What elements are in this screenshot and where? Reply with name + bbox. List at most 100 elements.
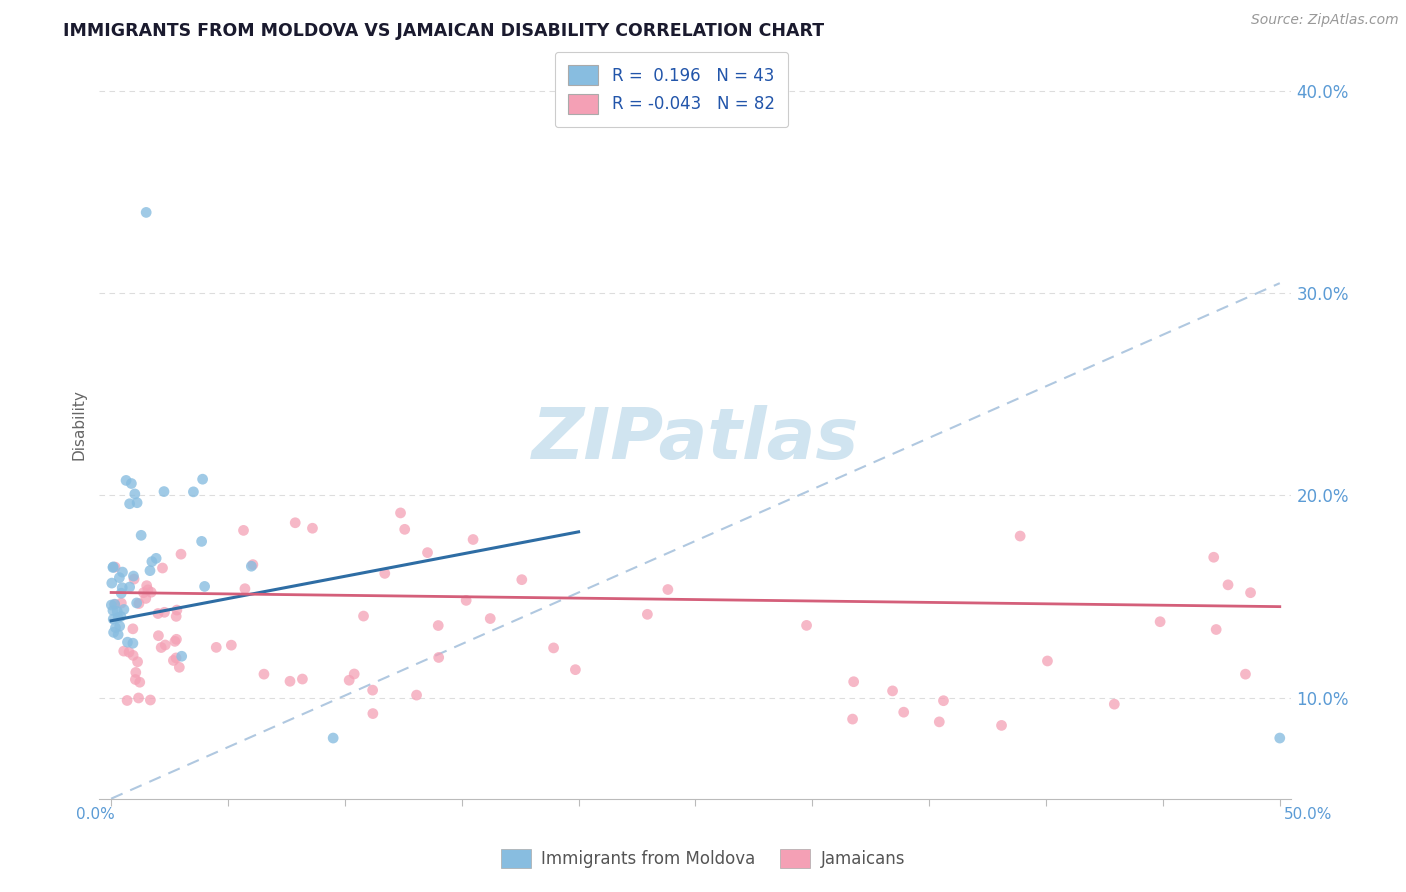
Point [636, 607, 658, 622]
Point [104, 560, 127, 574]
Point [1268, 731, 1291, 745]
Point [240, 559, 263, 574]
Point [103, 625, 125, 640]
Point [148, 629, 170, 643]
Point [128, 690, 150, 705]
Point [145, 551, 167, 566]
Point [361, 683, 384, 698]
Y-axis label: Disability: Disability [72, 389, 86, 460]
Point [135, 205, 157, 219]
Point [416, 546, 439, 560]
Point [103, 560, 125, 574]
Point [150, 640, 173, 655]
Point [112, 602, 135, 616]
Point [543, 640, 565, 655]
Text: ZIPatlas: ZIPatlas [531, 405, 859, 475]
Point [374, 566, 396, 581]
Point [166, 603, 188, 617]
Text: IMMIGRANTS FROM MOLDOVA VS JAMAICAN DISABILITY CORRELATION CHART: IMMIGRANTS FROM MOLDOVA VS JAMAICAN DISA… [63, 22, 824, 40]
Point [129, 528, 152, 542]
Point [141, 555, 163, 569]
Point [170, 547, 193, 561]
Point [796, 618, 818, 632]
Point [343, 667, 366, 681]
Point [128, 675, 150, 690]
Point [104, 597, 127, 611]
Point [104, 621, 127, 635]
Point [104, 598, 127, 612]
Point [1239, 585, 1261, 599]
Point [361, 706, 384, 721]
Point [103, 612, 125, 626]
Point [107, 610, 129, 624]
Text: 0.0%: 0.0% [76, 807, 115, 822]
Point [108, 571, 131, 585]
Point [122, 636, 145, 650]
Point [389, 506, 412, 520]
Point [120, 476, 142, 491]
Point [322, 731, 344, 745]
Point [165, 651, 187, 665]
Point [111, 581, 134, 595]
Point [657, 582, 679, 597]
Point [122, 569, 145, 583]
Point [118, 497, 141, 511]
Point [882, 684, 904, 698]
Point [101, 576, 124, 591]
Point [101, 603, 124, 617]
Point [170, 649, 193, 664]
Point [1104, 697, 1126, 711]
Point [125, 665, 148, 680]
Point [141, 585, 163, 599]
Legend: R =  0.196   N = 43, R = -0.043   N = 82: R = 0.196 N = 43, R = -0.043 N = 82 [555, 52, 789, 128]
Point [132, 585, 155, 599]
Point [110, 596, 132, 610]
Point [139, 564, 162, 578]
Point [427, 618, 450, 632]
Point [278, 674, 301, 689]
Point [115, 474, 138, 488]
Point [291, 672, 314, 686]
Point [110, 609, 132, 624]
Point [301, 521, 323, 535]
Point [932, 694, 955, 708]
Point [163, 634, 186, 648]
Point [146, 607, 169, 621]
Point [124, 673, 146, 687]
Point [1010, 529, 1032, 543]
Point [564, 663, 586, 677]
Point [353, 609, 375, 624]
Point [1234, 667, 1257, 681]
Point [162, 653, 184, 667]
Point [128, 597, 150, 611]
Point [205, 640, 228, 655]
Point [456, 593, 478, 607]
Point [153, 605, 176, 619]
Point [153, 484, 176, 499]
Point [135, 579, 157, 593]
Point [125, 596, 148, 610]
Text: 50.0%: 50.0% [1284, 807, 1331, 822]
Point [155, 638, 177, 652]
Point [108, 619, 131, 633]
Point [337, 673, 360, 688]
Point [242, 558, 264, 572]
Point [233, 582, 256, 596]
Point [122, 648, 145, 663]
Point [1216, 578, 1239, 592]
Point [510, 573, 533, 587]
Point [165, 632, 187, 647]
Point [111, 565, 134, 579]
Point [405, 688, 427, 702]
Point [841, 712, 863, 726]
Point [101, 560, 124, 574]
Text: Source: ZipAtlas.com: Source: ZipAtlas.com [1251, 13, 1399, 28]
Point [105, 604, 128, 618]
Point [118, 580, 141, 594]
Point [194, 579, 217, 593]
Point [122, 572, 145, 586]
Point [112, 644, 135, 658]
Point [124, 487, 146, 501]
Point [1202, 550, 1225, 565]
Point [127, 655, 149, 669]
